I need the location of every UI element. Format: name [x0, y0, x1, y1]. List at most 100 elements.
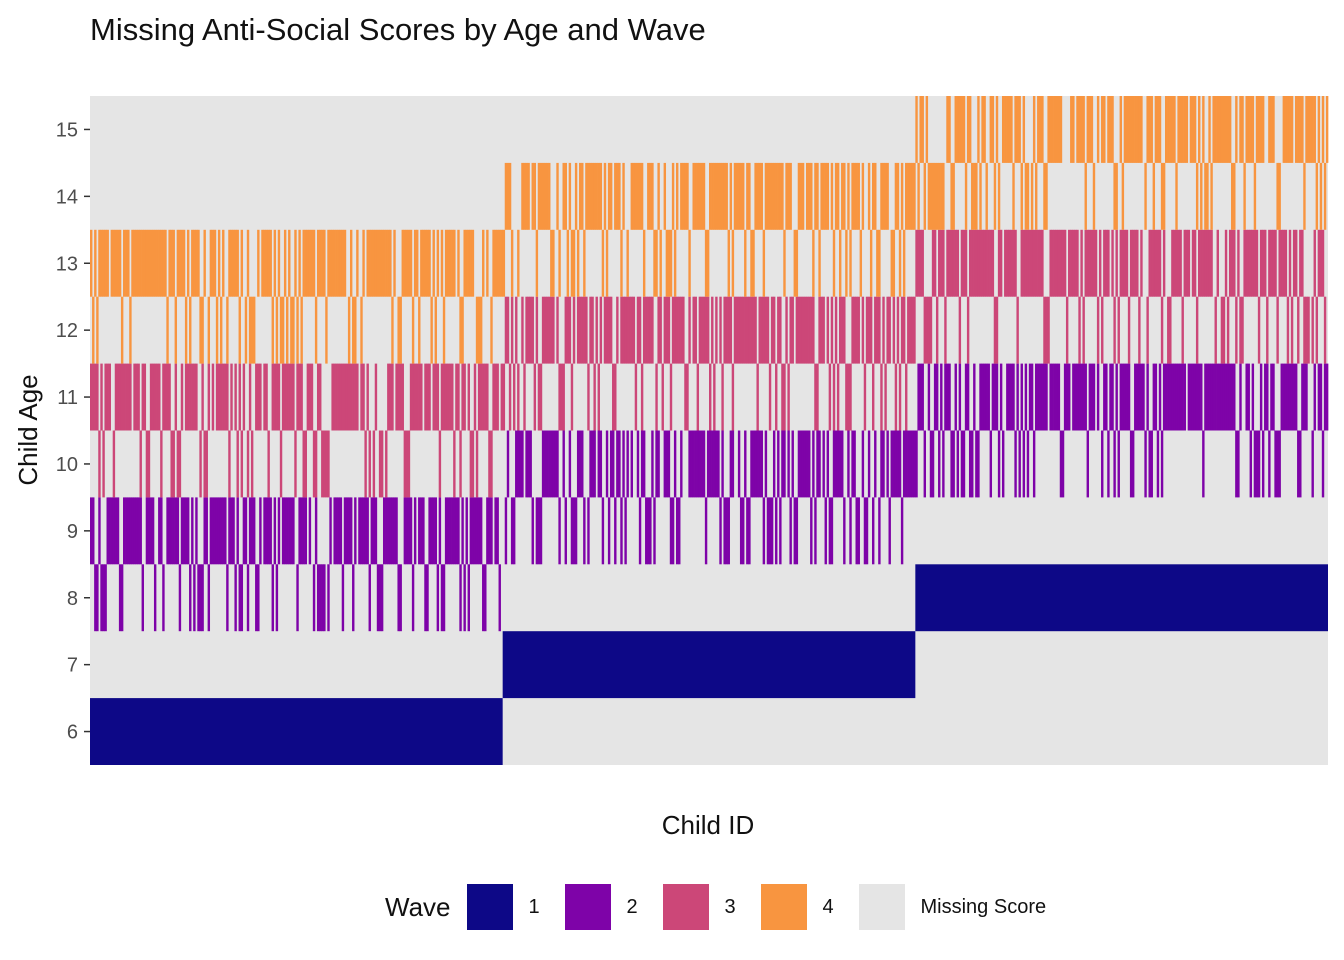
cell-wave-3-cohort-6	[424, 363, 427, 431]
cell-wave-3-cohort-8	[950, 229, 953, 297]
cell-wave-3-cohort-7	[673, 296, 677, 364]
cell-wave-3-cohort-7	[579, 296, 582, 364]
cell-wave-3-cohort-6	[267, 430, 270, 498]
cell-wave-4-cohort-7	[880, 162, 883, 230]
cell-wave-2-cohort-8	[940, 363, 943, 431]
cell-wave-3-cohort-6	[279, 430, 283, 498]
cell-wave-4-cohort-7	[911, 162, 914, 230]
cell-wave-3-cohort-6	[137, 363, 140, 431]
cell-wave-2-cohort-8	[1208, 363, 1211, 431]
cell-wave-3-cohort-8	[1276, 296, 1279, 364]
cell-wave-3-cohort-7	[719, 296, 722, 364]
cell-wave-2-cohort-8	[1239, 363, 1242, 431]
cell-wave-2-cohort-7	[795, 497, 799, 565]
cell-wave-3-cohort-7	[742, 296, 745, 364]
cell-wave-2-cohort-6	[471, 497, 475, 565]
cell-wave-2-cohort-6	[174, 497, 178, 565]
cell-wave-4-cohort-6	[197, 229, 200, 297]
cell-wave-4-cohort-7	[838, 229, 842, 297]
cell-wave-4-cohort-7	[892, 229, 896, 297]
cell-wave-4-cohort-6	[222, 229, 225, 297]
cell-wave-2-cohort-8	[1014, 430, 1017, 498]
cell-wave-4-cohort-7	[709, 162, 712, 230]
cell-wave-3-cohort-7	[508, 363, 512, 431]
cell-wave-2-cohort-7	[574, 497, 578, 565]
cell-wave-3-cohort-8	[1065, 296, 1069, 364]
cell-wave-2-cohort-8	[1142, 363, 1145, 431]
cell-wave-2-cohort-7	[787, 430, 790, 498]
y-tick-label-7: 7	[67, 655, 78, 677]
cell-wave-3-cohort-6	[457, 363, 460, 431]
cell-wave-3-cohort-8	[1123, 229, 1127, 297]
cell-wave-2-cohort-8	[1152, 363, 1156, 431]
cell-wave-4-cohort-7	[762, 229, 766, 297]
cell-wave-4-cohort-6	[319, 229, 322, 297]
cell-wave-4-cohort-7	[609, 162, 613, 230]
cell-wave-3-cohort-7	[762, 296, 766, 364]
cell-wave-3-cohort-7	[845, 363, 848, 431]
cell-wave-2-cohort-8	[1216, 363, 1219, 431]
cell-wave-2-cohort-8	[1226, 363, 1230, 431]
cell-wave-2-cohort-6	[170, 497, 173, 565]
cell-wave-4-cohort-6	[403, 229, 407, 297]
cell-wave-4-cohort-8	[960, 96, 964, 163]
cell-wave-4-cohort-8	[968, 96, 972, 163]
cell-wave-4-cohort-7	[568, 162, 572, 230]
cell-wave-2-cohort-7	[607, 497, 611, 565]
cell-wave-2-cohort-6	[465, 497, 468, 565]
cell-wave-2-cohort-6	[498, 564, 501, 632]
cell-wave-2-cohort-6	[263, 497, 266, 565]
cell-wave-3-cohort-7	[905, 363, 908, 431]
cell-wave-4-cohort-7	[876, 229, 879, 297]
cell-wave-4-cohort-8	[1319, 162, 1323, 230]
cell-wave-4-cohort-7	[886, 162, 889, 230]
cell-wave-2-cohort-8	[1162, 363, 1166, 431]
cell-wave-2-cohort-6	[104, 564, 107, 632]
cell-wave-4-cohort-8	[950, 162, 953, 230]
cell-wave-3-cohort-7	[651, 296, 654, 364]
cell-wave-4-cohort-7	[574, 162, 578, 230]
cell-wave-3-cohort-7	[647, 296, 650, 364]
cell-wave-3-cohort-7	[583, 296, 586, 364]
cell-wave-3-cohort-7	[642, 296, 646, 364]
cell-wave-3-cohort-6	[207, 363, 211, 431]
cell-wave-2-cohort-6	[242, 497, 246, 565]
cell-wave-3-cohort-8	[1125, 229, 1129, 297]
cell-wave-3-cohort-7	[843, 296, 846, 364]
cell-wave-3-cohort-8	[981, 229, 984, 297]
cell-wave-3-cohort-7	[867, 296, 871, 364]
cell-wave-2-cohort-8	[1173, 363, 1176, 431]
cell-wave-3-cohort-7	[678, 296, 681, 364]
cell-wave-4-cohort-7	[787, 162, 790, 230]
cell-wave-3-cohort-7	[816, 363, 819, 431]
cell-wave-4-cohort-8	[989, 96, 993, 163]
cell-wave-2-cohort-7	[816, 430, 819, 498]
cell-wave-3-cohort-7	[775, 363, 778, 431]
cell-wave-4-cohort-8	[1220, 96, 1224, 163]
cell-wave-2-cohort-6	[335, 497, 338, 565]
cell-wave-2-cohort-7	[902, 430, 906, 498]
cell-wave-3-cohort-6	[486, 363, 489, 431]
cell-wave-4-cohort-6	[486, 229, 489, 297]
cell-wave-2-cohort-7	[791, 430, 794, 498]
cell-wave-2-cohort-7	[721, 430, 724, 498]
cell-wave-4-cohort-8	[1072, 96, 1075, 163]
cell-wave-2-cohort-6	[253, 497, 256, 565]
cell-wave-2-cohort-6	[477, 497, 481, 565]
cell-wave-4-cohort-8	[935, 162, 939, 230]
cell-wave-4-cohort-8	[946, 96, 949, 163]
cell-wave-2-cohort-8	[1084, 363, 1087, 431]
cell-wave-3-cohort-8	[1119, 229, 1123, 297]
cell-wave-2-cohort-8	[997, 430, 1001, 498]
cell-wave-4-cohort-8	[964, 162, 968, 230]
cell-wave-4-cohort-7	[746, 162, 749, 230]
cell-wave-4-cohort-6	[310, 229, 314, 297]
cell-wave-4-cohort-6	[236, 229, 239, 297]
cell-wave-3-cohort-7	[886, 296, 889, 364]
cell-wave-2-cohort-6	[347, 497, 351, 565]
cell-wave-4-cohort-6	[191, 229, 194, 297]
cell-wave-4-cohort-8	[1171, 96, 1174, 163]
cell-wave-3-cohort-8	[1214, 296, 1217, 364]
cell-wave-2-cohort-8	[1018, 430, 1021, 498]
cell-wave-3-cohort-6	[98, 430, 101, 498]
